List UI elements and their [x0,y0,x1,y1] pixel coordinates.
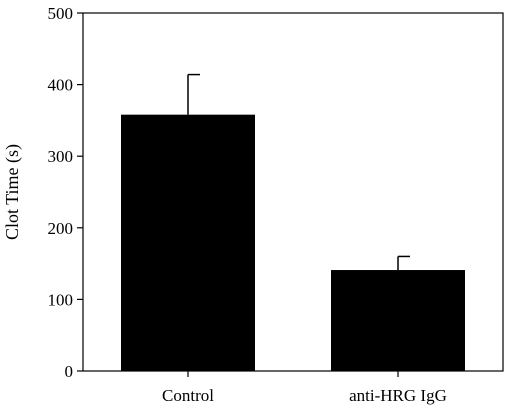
bar [331,270,465,371]
error-bars [187,73,410,271]
bar [121,114,255,371]
y-axis-title: Clot Time (s) [2,144,23,240]
y-tick-label: 300 [48,147,74,166]
y-tick-label: 100 [48,290,74,309]
y-tick-label: 400 [48,76,74,95]
y-axis: 0 100 200 300 400 500 [48,4,83,381]
plot-frame [82,12,504,372]
x-tick-label: anti-HRG IgG [349,386,447,405]
y-tick-label: 500 [48,4,74,23]
y-tick-label: 200 [48,219,74,238]
x-tick-label: Control [162,386,214,405]
x-axis: Control anti-HRG IgG [162,371,447,405]
y-tick-label: 0 [65,362,74,381]
bar-series [121,114,465,371]
